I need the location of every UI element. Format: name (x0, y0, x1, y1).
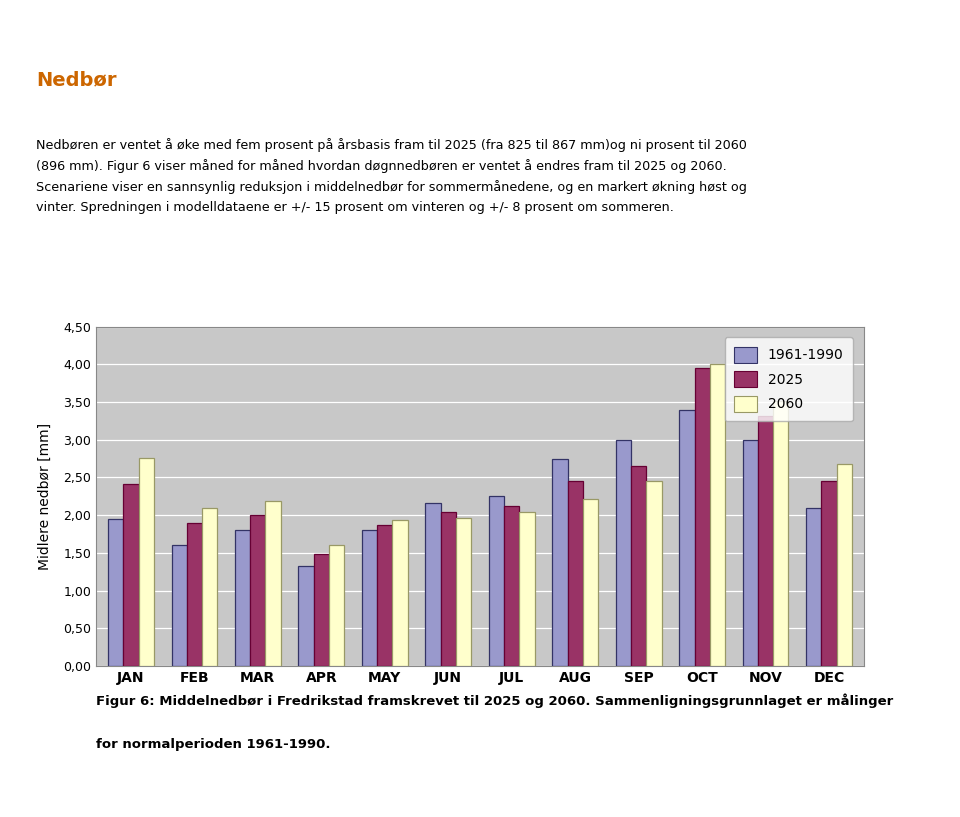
Bar (108, 519, 123, 666)
Bar (680, 409, 694, 666)
Bar (694, 368, 709, 666)
Bar (425, 503, 441, 666)
Bar (743, 440, 758, 666)
Bar (314, 555, 329, 666)
Y-axis label: Midlere nedbør [mm]: Midlere nedbør [mm] (38, 422, 52, 570)
Text: Nedbør: Nedbør (36, 71, 117, 90)
Bar (806, 507, 822, 666)
Bar (519, 512, 535, 666)
Text: Figur 6: Middelnedbør i Fredrikstad framskrevet til 2025 og 2060. Sammenlignings: Figur 6: Middelnedbør i Fredrikstad fram… (96, 694, 893, 708)
Bar (138, 458, 154, 666)
Bar (187, 523, 202, 666)
Bar (123, 484, 138, 666)
Text: Nedbøren er ventet å øke med fem prosent på årsbasis fram til 2025 (fra 825 til : Nedbøren er ventet å øke med fem prosent… (36, 138, 747, 214)
Bar (709, 364, 725, 666)
Bar (299, 565, 314, 666)
Bar (758, 416, 773, 666)
Bar (646, 481, 661, 666)
Bar (822, 481, 837, 666)
Bar (393, 520, 408, 666)
Bar (456, 518, 471, 666)
Bar (489, 496, 504, 666)
Bar (837, 464, 852, 666)
Bar (773, 400, 788, 666)
Bar (441, 512, 456, 666)
Bar (567, 481, 583, 666)
Bar (504, 506, 519, 666)
Bar (362, 530, 377, 666)
Bar (329, 545, 345, 666)
Text: side 13: side 13 (828, 19, 883, 34)
Bar (251, 516, 266, 666)
Bar (202, 507, 217, 666)
Bar (552, 458, 567, 666)
Text: for normalperioden 1961-1990.: for normalperioden 1961-1990. (96, 738, 330, 751)
Bar (377, 525, 393, 666)
Bar (631, 467, 646, 666)
Text: VESTLANDSFORSKNING: VESTLANDSFORSKNING (21, 16, 299, 37)
Legend: 1961-1990, 2025, 2060: 1961-1990, 2025, 2060 (725, 337, 853, 422)
Bar (583, 498, 598, 666)
Bar (172, 545, 187, 666)
Bar (615, 440, 631, 666)
Bar (266, 501, 280, 666)
Bar (235, 530, 251, 666)
